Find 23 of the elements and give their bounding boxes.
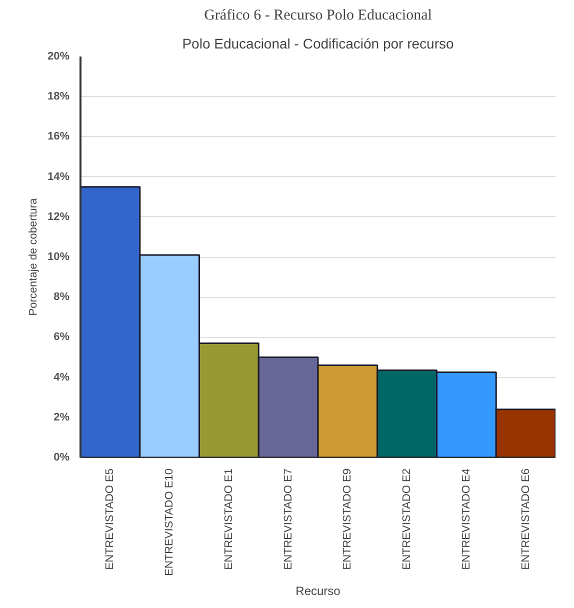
x-tick-label: ENTREVISTADO E10 [164, 468, 176, 576]
y-tick-label: 6% [54, 331, 70, 344]
y-tick-label: 10% [47, 251, 70, 263]
y-tick-label: 18% [47, 90, 70, 103]
y-tick-label: 12% [47, 210, 70, 223]
x-axis-title: Recurso [296, 584, 341, 598]
x-tick-label: ENTREVISTADO E5 [104, 468, 116, 570]
x-tick-label: ENTREVISTADO E7 [282, 468, 294, 570]
y-tick-label: 0% [54, 452, 70, 464]
y-tick-label: 20% [47, 50, 70, 62]
y-tick-label: 14% [47, 170, 70, 183]
x-tick-label: ENTREVISTADO E1 [222, 468, 235, 570]
x-tick-label: ENTREVISTADO E9 [342, 468, 354, 570]
text: Gráfico 6 - Recurso Polo Educacional [204, 8, 432, 24]
y-axis-title: Porcentaje de cobertura [27, 197, 40, 316]
y-tick-label: 2% [54, 411, 70, 424]
chart-title: Polo Educacional - Codificación por recurso [182, 36, 454, 52]
x-tick-label: ENTREVISTADO E6 [520, 468, 532, 570]
y-tick-label: 16% [47, 130, 70, 143]
x-tick-label: ENTREVISTADO E2 [401, 468, 414, 570]
y-tick-label: 8% [54, 291, 70, 304]
y-tick-label: 4% [54, 371, 70, 384]
x-tick-label: ENTREVISTADO E4 [460, 468, 472, 570]
